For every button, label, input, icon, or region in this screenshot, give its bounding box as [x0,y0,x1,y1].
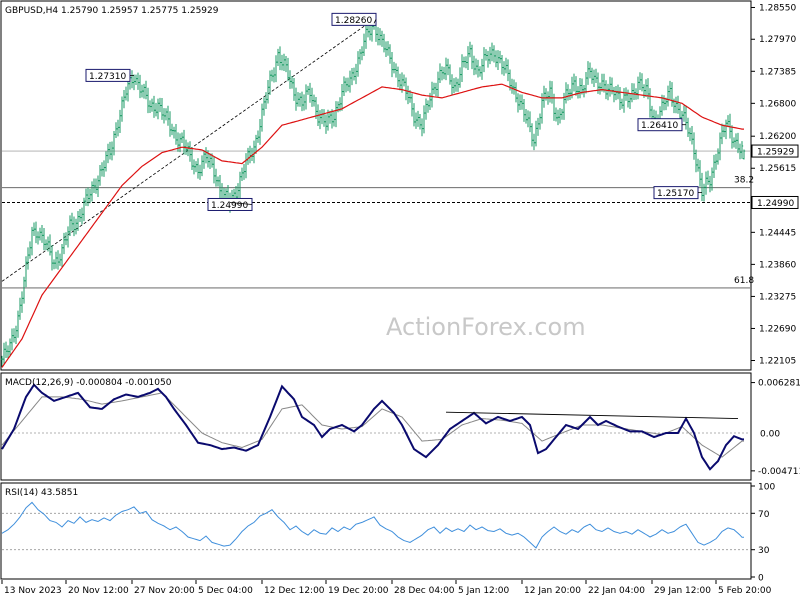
x-tick-label: 19 Dec 20:00 [328,586,389,596]
chart-header: GBPUSD,H4 1.25790 1.25957 1.25775 1.2592… [5,6,219,16]
macd-current-tag-box [751,426,799,440]
x-tick-label: 29 Jan 12:00 [654,586,711,596]
rsi-y-tick-label: 30 [758,546,770,556]
macd-y-tick-label: 0.006281 [758,379,800,389]
rsi-line [1,501,744,549]
rsi-y-tick-label: 70 [758,510,770,520]
y-tick-label: 1.26800 [759,99,796,109]
price-annotation-label: 1.24990 [211,201,248,211]
x-tick-label: 5 Jan 12:00 [458,586,510,596]
y-tick-label: 1.27385 [759,67,796,77]
y-tick-label: 1.25615 [759,164,796,174]
y-tick-label: 1.22690 [759,324,796,334]
price-annotation: 1.25170 [653,186,702,200]
price-annotation-label: 1.27310 [89,72,126,82]
current-price-tag-box [751,144,799,158]
price-bar [740,141,744,159]
macd-current-tag: 0.00 [751,426,799,440]
x-tick-label: 22 Jan 04:00 [588,586,645,596]
macd-y-tick-label: -0.004711 [758,467,800,477]
x-tick-label: 12 Dec 12:00 [264,586,325,596]
fib-level-label: 61.8 [734,276,754,286]
rsi-y-tick-label: 0 [758,574,764,584]
current-price-tag: 1.25929 [751,144,799,158]
y-tick-label: 1.23275 [759,292,796,302]
level-price-tag-label: 1.24990 [757,199,794,209]
price-annotation-leader [373,19,377,24]
rsi-panel-frame [0,482,752,580]
macd-trendline [445,411,739,420]
x-tick-label: 5 Dec 04:00 [198,586,253,596]
current-price-tag-label: 1.25929 [757,148,794,158]
price-annotation: 1.26410 [637,118,686,132]
price-annotation: 1.28260 [331,12,377,26]
y-tick-label: 1.24445 [759,228,796,238]
price-annotation: 1.27310 [85,68,134,82]
price-annotation-label: 1.26410 [641,121,678,131]
price-annotation-label: 1.25170 [657,189,694,199]
x-tick-label: 28 Dec 04:00 [394,586,455,596]
price-bar [742,149,746,160]
macd-line [1,383,744,471]
macd-current-tag-label: 0.00 [760,430,780,440]
macd-title: MACD(12,26,9) -0.000804 -0.001050 [5,378,172,388]
x-tick-label: 12 Jan 20:00 [524,586,581,596]
level-price-tag-box [751,195,799,209]
level-price-tag: 1.24990 [751,195,799,209]
main-panel-frame [0,0,752,371]
price-annotation: 1.24990 [207,197,253,211]
moving-average-line [1,83,744,368]
price-annotation-leader [229,202,253,205]
y-tick-label: 1.23860 [759,260,796,270]
y-tick-label: 1.26200 [759,132,796,142]
x-tick-label: 5 Feb 20:00 [718,586,772,596]
rsi-y-tick-label: 100 [758,483,775,493]
price-annotation-label: 1.28260 [335,16,372,26]
y-tick-label: 1.28550 [759,3,796,13]
watermark: ActionForex.com [386,313,586,341]
x-tick-label: 20 Nov 12:00 [68,586,129,596]
x-tick-label: 27 Nov 20:00 [134,586,195,596]
x-tick-label: 13 Nov 2023 [4,586,62,596]
y-tick-label: 1.22105 [759,357,796,367]
macd-panel-frame [0,372,752,481]
rsi-title: RSI(14) 43.5851 [5,488,78,498]
fib-level-label: 38.2 [734,176,754,186]
y-tick-label: 1.27970 [759,35,796,45]
